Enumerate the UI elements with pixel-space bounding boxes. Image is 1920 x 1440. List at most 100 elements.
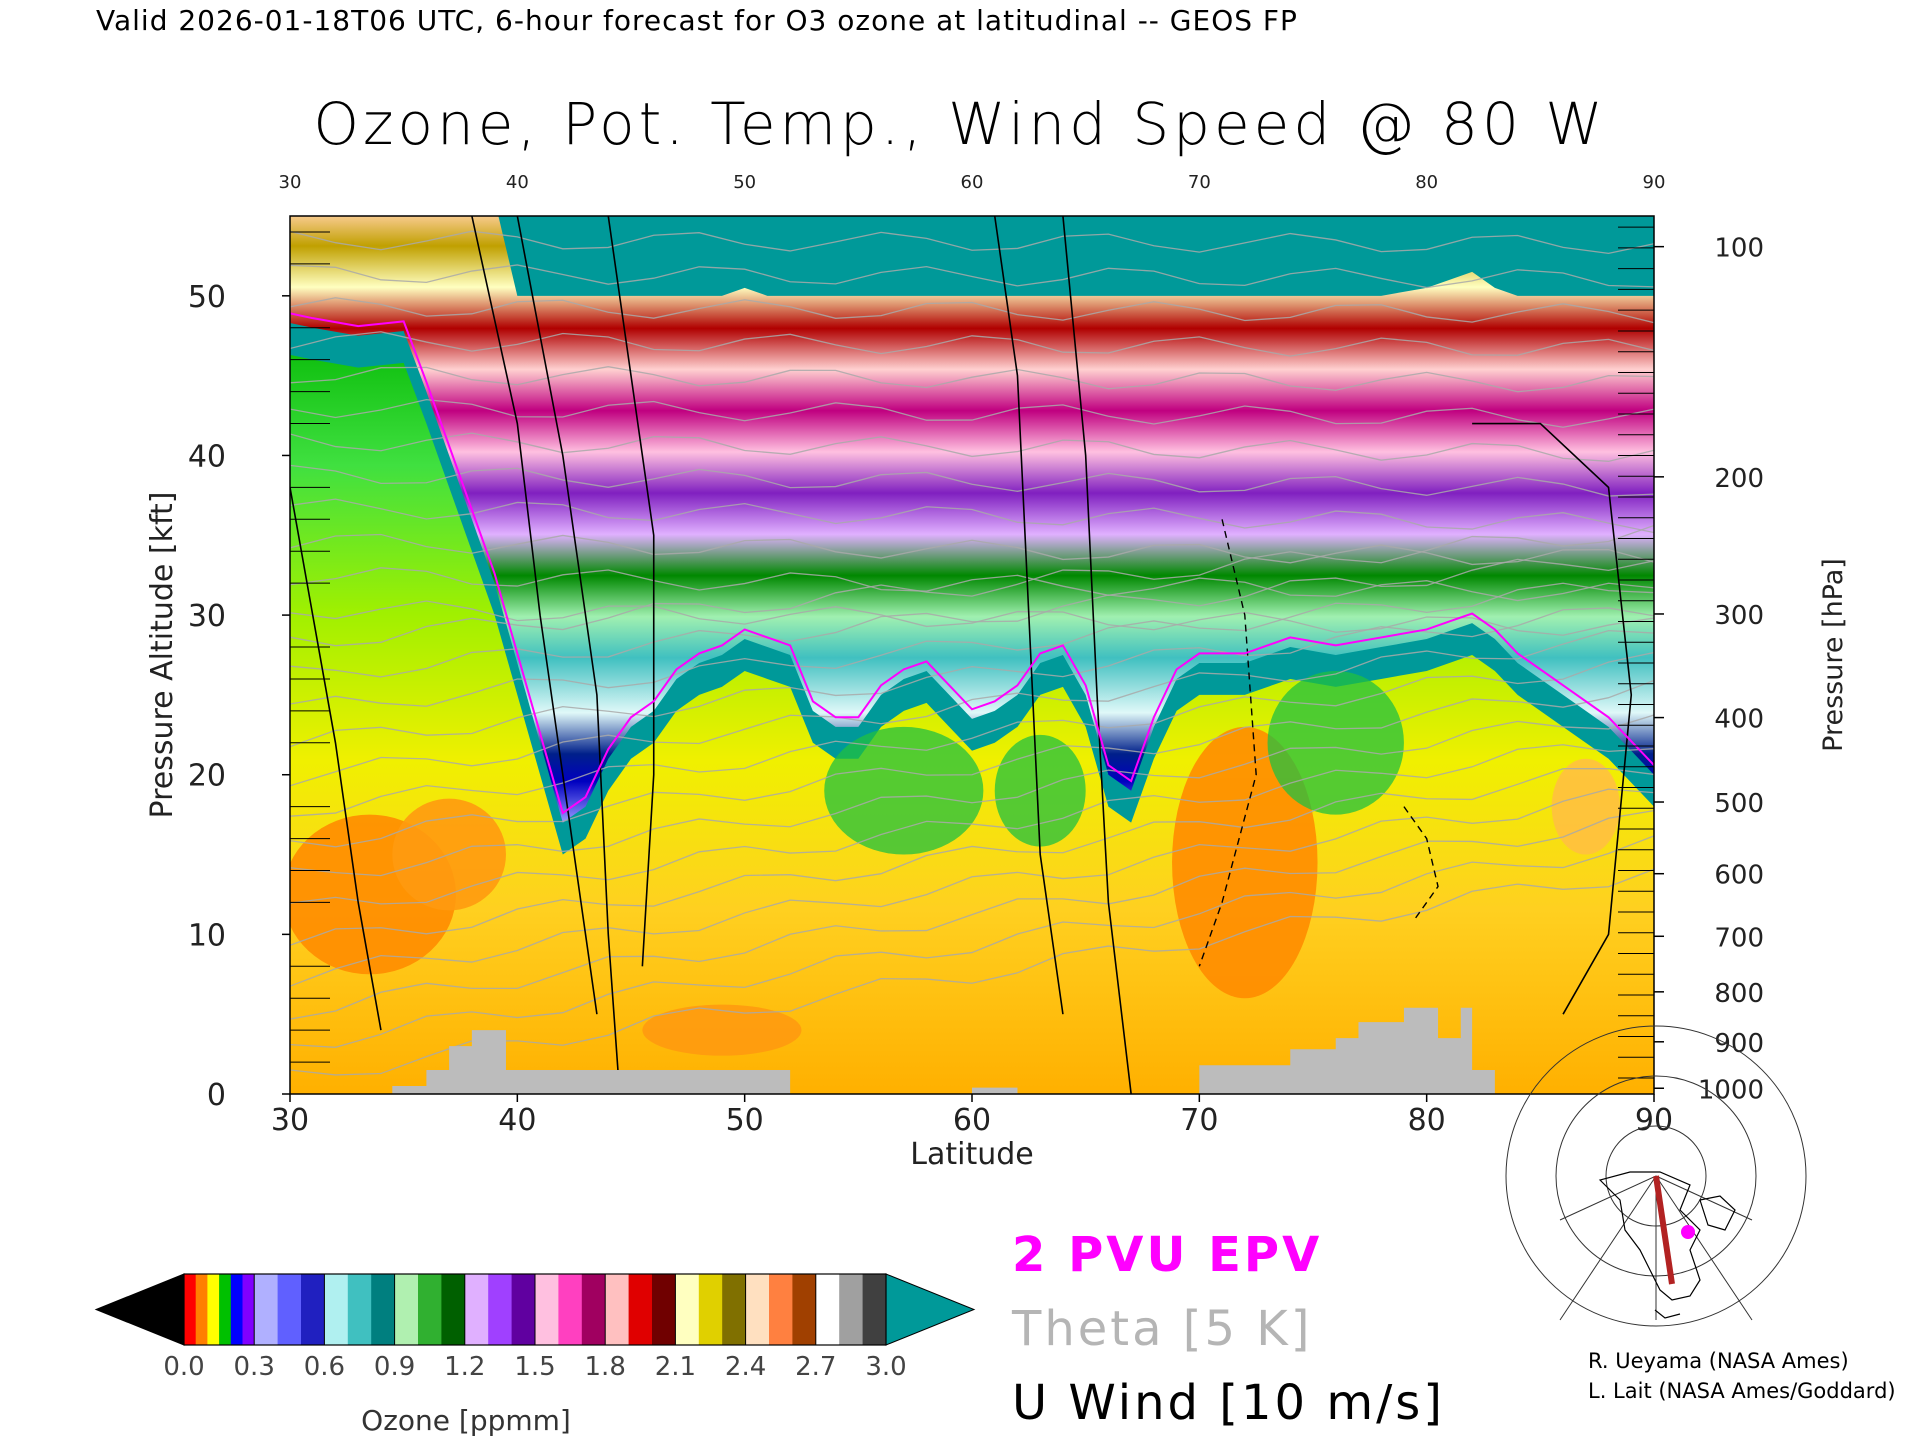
theta-line-0	[290, 868, 1654, 1076]
colorbar-swatch-5-1	[558, 1274, 583, 1345]
colorbar-tick-label-6: 1.8	[585, 1352, 626, 1382]
u-wind-line-5	[1472, 422, 1633, 1015]
ozone-green-pocket-1	[1267, 670, 1404, 815]
theta-line-19	[290, 432, 1654, 462]
colorbar-swatch-6-0	[605, 1274, 630, 1345]
colorbar-swatch-6-2	[652, 1274, 676, 1345]
credit-line-2: L. Lait (NASA Ames/Goddard)	[1588, 1379, 1896, 1403]
x-top-tick-label-5: 80	[1415, 172, 1438, 193]
theta-line-25	[290, 230, 1654, 254]
theta-contours	[290, 230, 1654, 1076]
x-top-tick-label-0: 30	[279, 172, 302, 193]
colorbar-over-arrow	[885, 1273, 976, 1346]
line-legend: 2 PVU EPV Theta [5 K] U Wind [10 m/s]	[1012, 1218, 1445, 1440]
u-wind-line-3	[993, 216, 1064, 1015]
theta-line-12	[290, 558, 1654, 678]
theta-line-10	[290, 607, 1654, 748]
theta-line-1	[290, 835, 1654, 1048]
u-wind-line-0	[471, 216, 598, 1015]
x-top-tick-label-4: 70	[1188, 172, 1211, 193]
colorbar-swatch-0-0	[184, 1274, 197, 1345]
colorbar-swatch-4-1	[488, 1274, 513, 1345]
colorbar-swatch-9-2	[862, 1274, 887, 1345]
colorbar-tick-label-9: 2.7	[795, 1352, 836, 1382]
theta-line-9	[290, 629, 1654, 787]
x-top-tick-label-2: 50	[733, 172, 756, 193]
colorbar-swatch-0-1	[195, 1274, 208, 1345]
x-axis-label: Latitude	[910, 1137, 1033, 1172]
colorbar-swatch-9-0	[815, 1274, 840, 1345]
colorbar-swatch-7-0	[675, 1274, 700, 1345]
colorbar-tick-label-1: 0.3	[234, 1352, 275, 1382]
ozone-warm-core-3	[642, 1004, 802, 1056]
colorbar-swatch-2-0	[324, 1274, 349, 1345]
theta-line-5	[290, 744, 1654, 905]
x-tick-label-0: 30	[271, 1103, 309, 1138]
section-track	[1653, 1175, 1675, 1285]
colorbar-tick-label-5: 1.5	[514, 1352, 555, 1382]
theta-line-22	[290, 331, 1654, 357]
theta-line-16	[290, 533, 1654, 566]
theta-line-4	[290, 768, 1654, 946]
colorbar-swatch-6-1	[628, 1274, 653, 1345]
x-axis: 30 30 40 40 50 50 60 60 70 70 80 80 90 90	[271, 172, 1673, 1138]
legend-theta: Theta [5 K]	[1012, 1301, 1313, 1357]
section-marker	[1681, 1225, 1695, 1239]
theta-line-21	[290, 366, 1654, 393]
p-tick-label-8: 900	[1714, 1029, 1764, 1059]
y-tick-label-3: 30	[188, 599, 226, 634]
colorbar-swatch-8-2	[792, 1274, 817, 1345]
x-tick-label-3: 60	[953, 1103, 991, 1138]
colorbar-frame	[183, 1273, 887, 1346]
y-axis-kft: 0 10 20 30 40 50	[188, 231, 330, 1113]
colorbar-swatch-0-4	[230, 1274, 243, 1345]
colorbar-tick-label-3: 0.9	[374, 1352, 415, 1382]
x-top-tick-label-1: 40	[506, 172, 529, 193]
theta-line-20	[290, 399, 1654, 428]
u-wind-dashed-1	[1403, 806, 1439, 919]
colorbar-swatch-0-3	[219, 1274, 232, 1345]
y-tick-label-2: 20	[188, 759, 226, 794]
theta-line-18	[290, 464, 1654, 497]
theta-line-6	[290, 714, 1654, 877]
theta-line-8	[290, 651, 1654, 817]
ozone-warm-core-2	[1172, 726, 1318, 999]
colorbar-swatch-7-1	[698, 1274, 723, 1345]
theta-line-15	[290, 567, 1654, 602]
x-tick-label-5: 80	[1408, 1103, 1446, 1138]
colorbar-swatch-5-2	[581, 1274, 606, 1345]
theta-line-17	[290, 498, 1654, 534]
u-wind-line-4	[1062, 216, 1132, 1094]
theta-line-13	[290, 524, 1654, 647]
y-tick-label-1: 10	[188, 918, 226, 953]
y-tick-label-4: 40	[188, 439, 226, 474]
theta-line-24	[290, 264, 1654, 289]
colorbar-swatch-4-2	[511, 1274, 536, 1345]
ozone-green-pocket-2	[994, 734, 1086, 847]
u-wind-line-6	[290, 487, 382, 1031]
ozone-warm-core-4	[1551, 758, 1620, 855]
colorbar-swatch-1-0	[254, 1274, 279, 1345]
p-tick-label-0: 100	[1714, 234, 1764, 264]
colorbar-tick-label-7: 2.1	[655, 1352, 696, 1382]
ozone-colorbar: 0.0 0.3 0.6 0.9 1.2 1.5 1.8 2.1 2.4 2.7 3.0	[94, 1273, 976, 1382]
y-tick-label-0: 0	[207, 1078, 226, 1113]
theta-line-7	[290, 679, 1654, 848]
colorbar-swatch-8-1	[769, 1274, 793, 1345]
x-tick-label-4: 70	[1180, 1103, 1218, 1138]
theta-line-3	[290, 788, 1654, 987]
y-axis-pressure: 100 200 300 400 500 600 700 800 900 1000	[1618, 226, 1764, 1105]
terrain-mask	[392, 1007, 1495, 1094]
x-tick-label-2: 50	[726, 1103, 764, 1138]
colorbar-swatch-4-0	[464, 1274, 489, 1345]
colorbar-swatch-2-1	[347, 1274, 372, 1345]
theta-line-11	[290, 582, 1654, 707]
p-tick-label-2: 300	[1714, 601, 1764, 631]
u-wind-line-2	[607, 216, 655, 967]
colorbar-tick-label-0: 0.0	[163, 1352, 204, 1382]
y-tick-label-5: 50	[188, 280, 226, 315]
ozone-green-pocket-0	[824, 726, 984, 855]
p-tick-label-3: 400	[1714, 705, 1764, 735]
x-top-tick-label-6: 90	[1643, 172, 1666, 193]
